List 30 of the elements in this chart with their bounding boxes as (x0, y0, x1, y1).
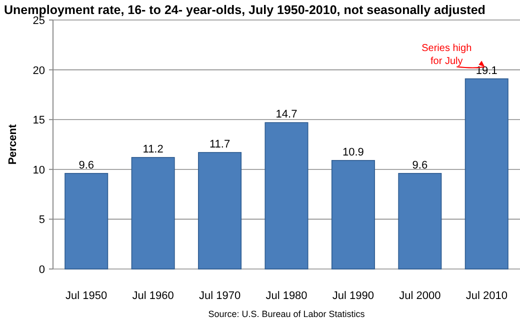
bar (198, 152, 242, 270)
bar (264, 122, 308, 270)
data-label: 11.7 (209, 138, 230, 150)
y-tick-label: 15 (32, 114, 45, 127)
x-tick-label: Jul 1970 (198, 290, 241, 302)
x-tick-label: Jul 2010 (466, 290, 508, 302)
y-tick-label: 5 (38, 214, 45, 226)
x-tick-label: Jul 1980 (266, 290, 308, 302)
bar (331, 160, 375, 270)
data-label: 14.7 (276, 108, 298, 121)
bar (131, 157, 175, 270)
y-axis-title: Percent (7, 124, 19, 165)
bar (464, 78, 508, 270)
x-tick-label: Jul 2000 (399, 290, 441, 302)
y-tick-label: 20 (32, 64, 45, 77)
data-label: 9.6 (78, 159, 94, 172)
x-tick-label: Jul 1990 (332, 290, 374, 302)
source-note: Source: U.S. Bureau of Labor Statistics (208, 309, 366, 319)
data-label: 11.2 (142, 143, 164, 156)
y-tick-label: 10 (32, 164, 45, 176)
bar (398, 172, 442, 270)
data-label: 9.6 (412, 159, 428, 172)
annotation: Series high for July (422, 42, 472, 67)
chart-title: Unemployment rate, 16- to 24- year-olds, July 1950-2010, not seasonally adjusted (4, 3, 486, 17)
data-label: 10.9 (342, 146, 364, 158)
x-tick-label: Jul 1950 (66, 290, 108, 302)
x-tick-label: Jul 1960 (132, 290, 174, 302)
y-tick-label: 25 (32, 15, 45, 27)
bar (64, 172, 108, 270)
y-tick-label: 0 (38, 264, 45, 276)
